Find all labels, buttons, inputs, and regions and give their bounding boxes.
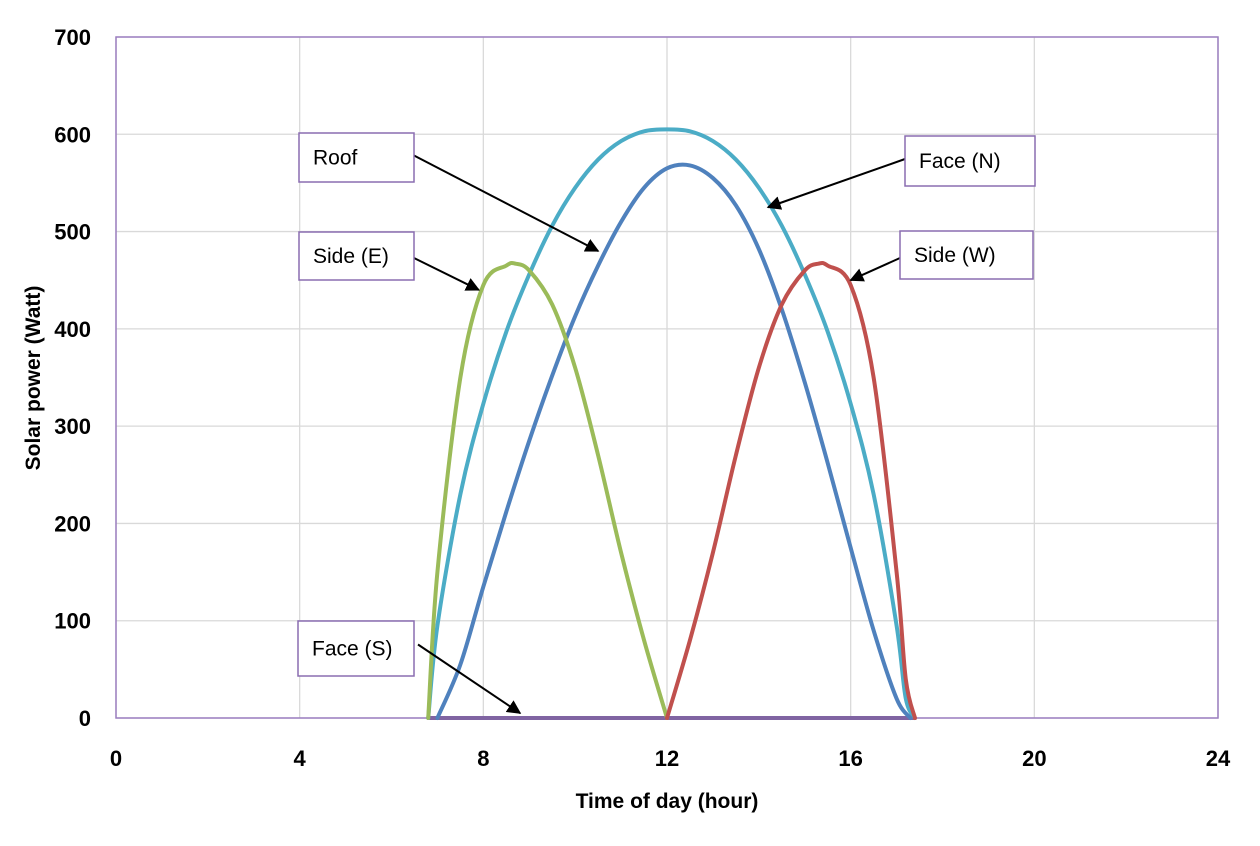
callout-box xyxy=(298,231,415,281)
y-tick-label: 500 xyxy=(54,220,91,245)
series-line-face-n xyxy=(426,127,917,720)
callout-box xyxy=(904,135,1036,187)
callout-label: Side (E) xyxy=(313,245,389,268)
callout-box xyxy=(899,230,1034,280)
callout-label: Roof xyxy=(313,147,358,170)
callout-label: Side (W) xyxy=(914,244,996,267)
series-layer xyxy=(426,127,917,720)
callout-face-s: Face (S) xyxy=(297,620,522,714)
x-tick-label: 12 xyxy=(655,746,679,771)
callout-face-n: Face (N) xyxy=(766,135,1036,210)
y-tick-label: 700 xyxy=(54,25,91,50)
callout-arrow xyxy=(413,154,600,252)
x-tick-label: 4 xyxy=(294,746,307,771)
series-line-roof xyxy=(435,162,913,720)
series-line-side-w xyxy=(665,260,917,720)
y-tick-label: 600 xyxy=(54,122,91,147)
callout-box xyxy=(298,132,415,183)
tick-labels: 0 4 8 12 16 20 24 0 100 200 300 400 500 600 700 xyxy=(54,25,1231,771)
callout-label: Face (N) xyxy=(919,150,1001,173)
x-tick-label: 0 xyxy=(110,746,122,771)
x-tick-label: 16 xyxy=(838,746,862,771)
callout-side-e: Side (E) xyxy=(298,231,480,291)
callout-arrow xyxy=(766,158,906,210)
gridlines xyxy=(115,36,1219,719)
callout-arrow xyxy=(417,643,522,714)
y-tick-label: 300 xyxy=(54,414,91,439)
y-axis-title: Solar power (Watt) xyxy=(22,286,45,471)
callout-arrow xyxy=(413,257,480,291)
callout-box xyxy=(297,620,415,677)
x-tick-label: 24 xyxy=(1206,746,1231,771)
callout-arrow xyxy=(849,257,901,282)
callout-label: Face (S) xyxy=(312,638,393,661)
x-axis-title: Time of day (hour) xyxy=(576,790,759,813)
x-tick-label: 20 xyxy=(1022,746,1046,771)
y-tick-label: 400 xyxy=(54,317,91,342)
callouts: Roof Face (N) Side (E) Side (W) Face (S) xyxy=(297,132,1036,714)
y-tick-label: 100 xyxy=(54,609,91,634)
x-tick-label: 8 xyxy=(477,746,489,771)
callout-side-w: Side (W) xyxy=(849,230,1034,282)
series-line-side-e xyxy=(426,260,669,720)
callout-roof: Roof xyxy=(298,132,600,252)
y-tick-label: 200 xyxy=(54,511,91,536)
y-tick-label: 0 xyxy=(79,706,91,731)
